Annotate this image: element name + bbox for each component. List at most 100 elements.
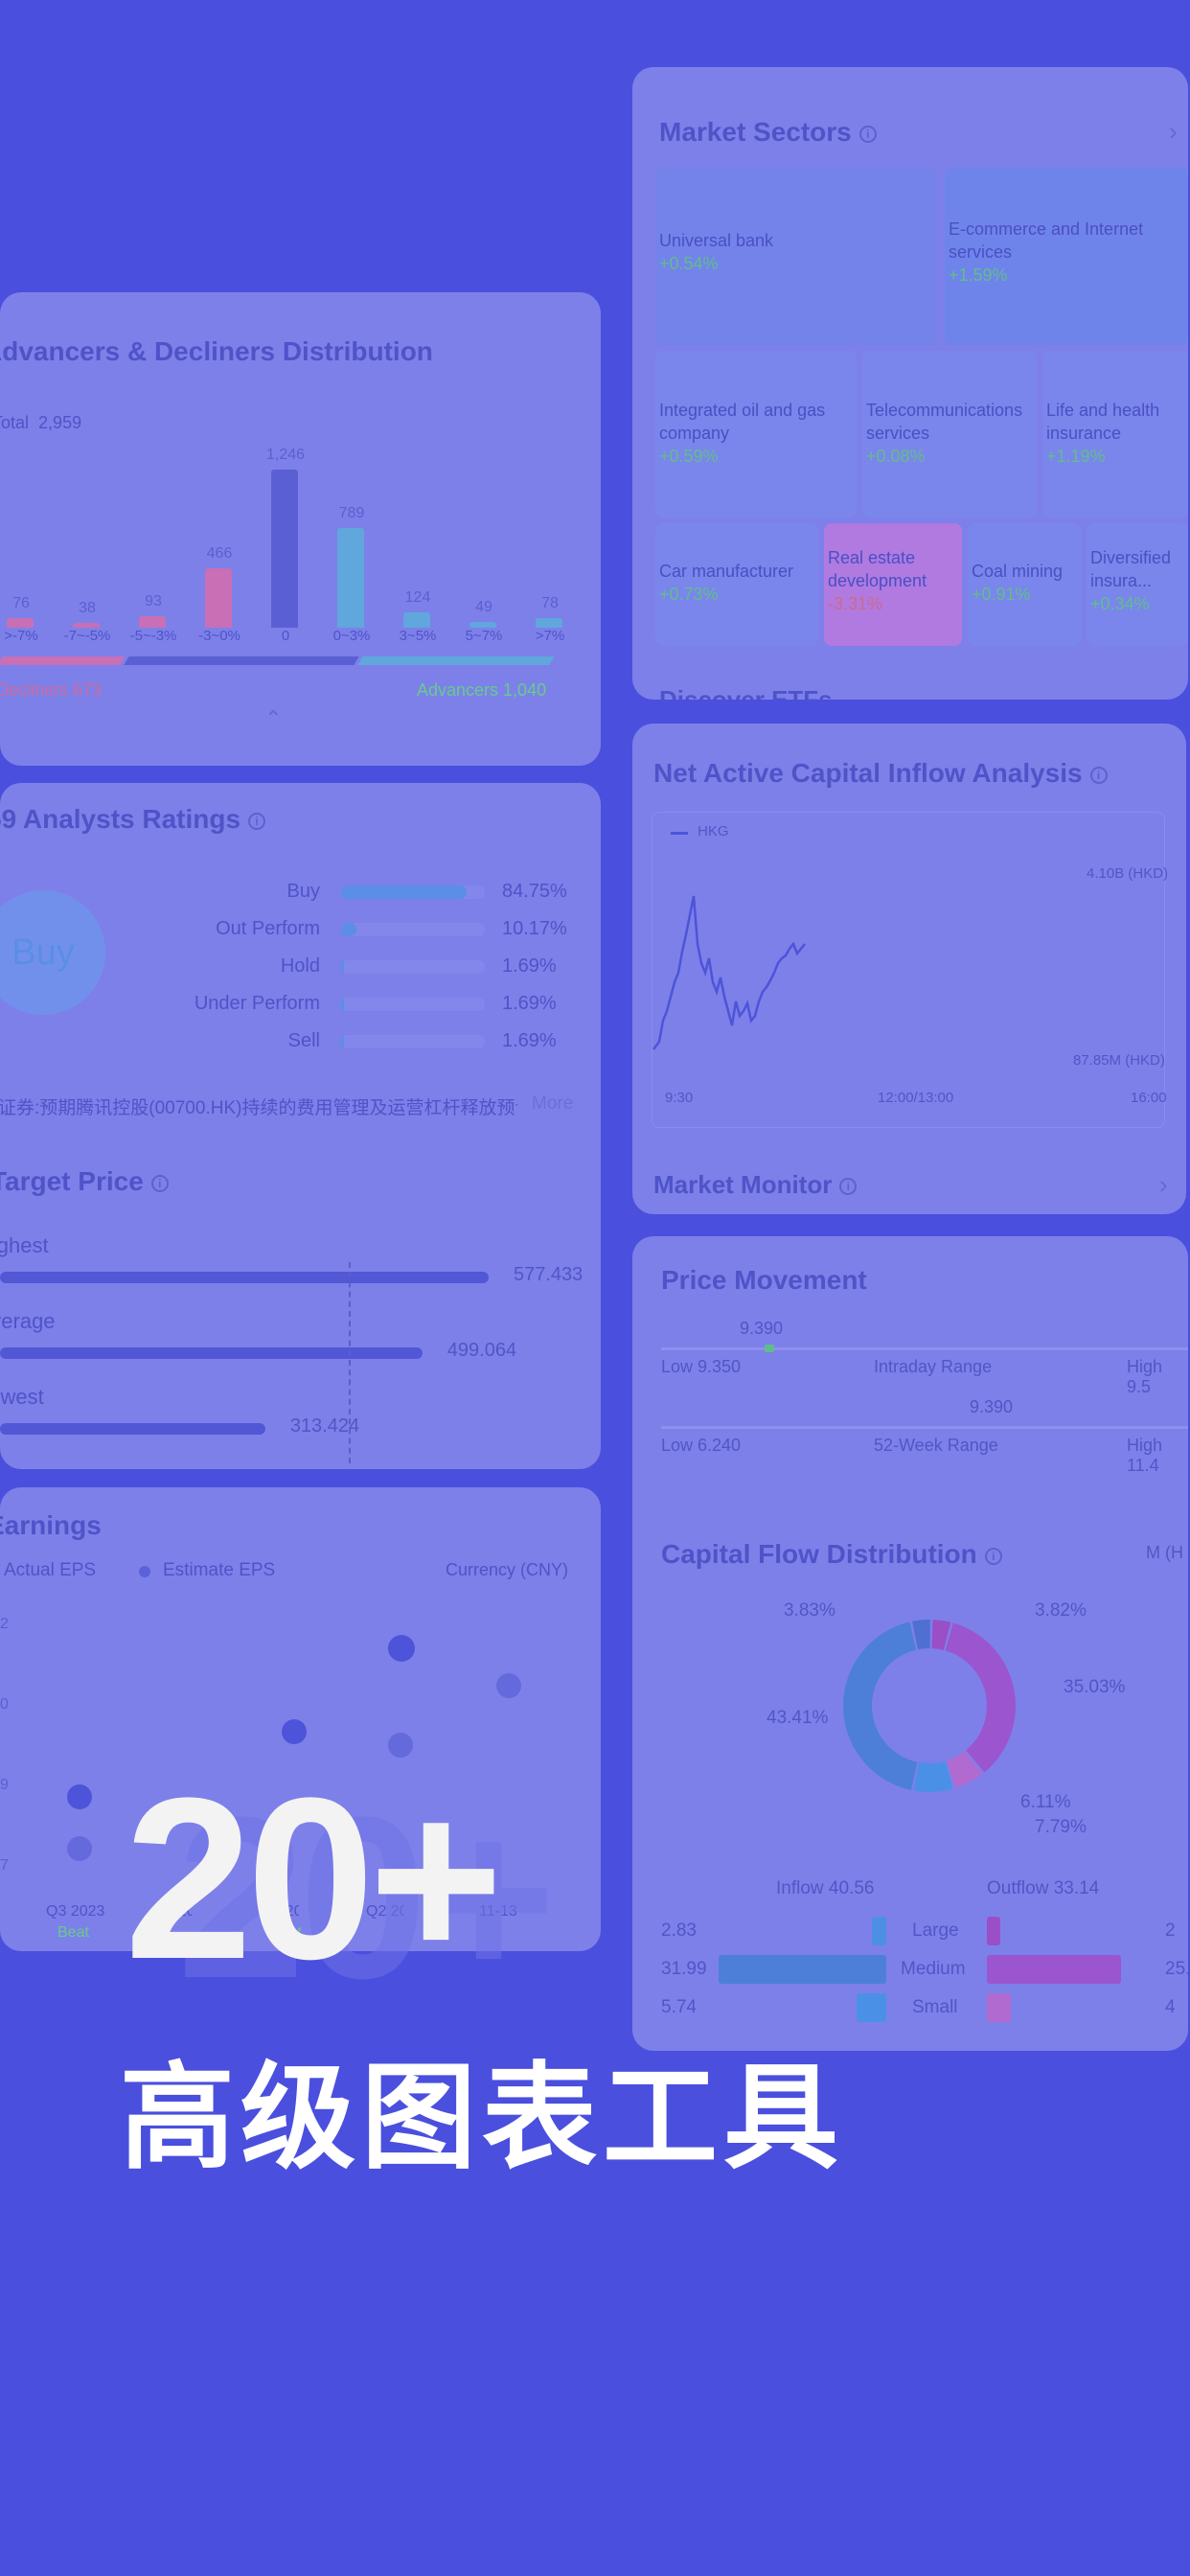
inflow-total: Inflow 40.56 xyxy=(776,1878,875,1898)
week52-label: 52-Week Range xyxy=(874,1436,998,1455)
sector-name: Car manufacturer xyxy=(659,562,794,581)
ratings-title-text: 59 Analysts Ratings xyxy=(0,804,241,834)
flow-outflow-bar xyxy=(987,1955,1121,1984)
y-tick: 9 xyxy=(0,1777,9,1793)
time-end: 16:00 xyxy=(1131,1090,1167,1106)
x-label: Q2 2024 xyxy=(366,1903,404,1920)
slice-label: 7.79% xyxy=(1035,1817,1087,1837)
info-icon[interactable]: i xyxy=(150,1174,169,1192)
net-inflow-title: Net Active Capital Inflow Analysis i xyxy=(653,758,1108,789)
slice-label: 6.11% xyxy=(1020,1792,1071,1812)
capital-flow-title: Capital Flow Distribution i xyxy=(661,1539,1002,1570)
bar-category-label: -3~0% xyxy=(198,628,240,644)
distribution-bar xyxy=(205,568,232,628)
target-label: Average xyxy=(0,1309,56,1333)
rating-track xyxy=(341,960,485,974)
sector-change: +1.19% xyxy=(1046,447,1106,466)
donut-slice xyxy=(945,1622,1016,1773)
info-icon[interactable]: i xyxy=(984,1547,1002,1565)
intraday-label: Intraday Range xyxy=(874,1357,993,1376)
rating-badge: Buy xyxy=(0,890,105,1015)
sector-change: +0.73% xyxy=(659,585,719,604)
x-label: Q1 2024 xyxy=(261,1903,299,1920)
donut-slice xyxy=(912,1620,930,1650)
advancers-label: Advancers 1,040 xyxy=(417,680,547,700)
sector-tile[interactable]: Universal bank +0.54% xyxy=(655,168,937,345)
inflow-legend: HKG xyxy=(698,823,729,840)
rating-label: Hold xyxy=(280,955,320,977)
distribution-bar xyxy=(73,622,100,628)
flow-size-label: Large xyxy=(912,1920,959,1941)
rating-pct: 84.75% xyxy=(502,881,567,902)
sector-tile[interactable]: Integrated oil and gas company +0.59% xyxy=(655,351,857,518)
price-capital-card: Price Movement 9.390 Low 9.350 Intraday … xyxy=(632,1236,1188,2051)
bar-value-label: 466 xyxy=(206,545,233,563)
sector-tile[interactable]: Diversified insura... +0.34% xyxy=(1087,523,1188,646)
price-movement-title: Price Movement xyxy=(661,1265,867,1295)
distribution-title: Advancers & Decliners Distribution xyxy=(0,336,433,366)
net-inflow-card: Net Active Capital Inflow Analysis i HKG … xyxy=(632,724,1186,1214)
distribution-bar xyxy=(7,617,34,628)
donut-slice xyxy=(843,1622,918,1790)
flow-inflow-bar xyxy=(871,1917,886,1945)
x-sublabel: Beat xyxy=(270,1924,302,1941)
sector-tile[interactable]: Life and health insurance +1.19% xyxy=(1042,351,1188,518)
distribution-bar xyxy=(469,621,496,628)
intraday-marker xyxy=(765,1345,774,1352)
bar-value-label: 38 xyxy=(79,599,96,616)
rating-label: Out Perform xyxy=(216,918,320,939)
ratings-news[interactable]: 美银证券:预期腾讯控股(00700.HK)持续的费用管理及运营杠杆释放预计腾讯 xyxy=(0,1098,517,1118)
capital-flow-unit: M (H xyxy=(1146,1543,1183,1562)
sector-change: +0.91% xyxy=(972,585,1031,604)
bar-category-label: -7~-5% xyxy=(63,628,111,644)
sector-name: Universal bank xyxy=(659,231,774,250)
target-price-title-text: Target Price xyxy=(0,1166,144,1196)
bar-value-label: 1,246 xyxy=(265,447,306,463)
capital-flow-donut xyxy=(843,1620,1016,1792)
distribution-bars: 76 38 93 466 1,246 789 124 49 78 xyxy=(0,436,601,628)
distribution-categories: >-7% -7~-5% -5~-3% -3~0% 0 0~3% 3~5% 5~7% >7% xyxy=(0,626,601,649)
eps-estimate-dot xyxy=(388,1733,413,1758)
earnings-legend-actual: Actual EPS xyxy=(4,1560,97,1580)
chevron-right-icon[interactable]: › xyxy=(1159,1170,1168,1199)
rating-pct: 1.69% xyxy=(502,1030,557,1051)
sector-tile[interactable]: Telecommunications services +0.08% xyxy=(862,351,1037,518)
market-sectors-title: Market Sectors i xyxy=(659,117,877,148)
target-bar xyxy=(0,1272,489,1283)
info-icon[interactable]: i xyxy=(1089,766,1108,784)
discover-etfs-title: Discover ETFs xyxy=(659,685,833,700)
chevron-right-icon[interactable]: › xyxy=(1169,117,1178,146)
sector-tile[interactable]: Car manufacturer +0.73% xyxy=(655,523,818,646)
rating-fill xyxy=(341,998,344,1011)
more-link[interactable]: More xyxy=(532,1093,574,1114)
flow-outflow-value: 2 xyxy=(1165,1920,1176,1941)
y-tick: 2 xyxy=(0,1616,9,1632)
intraday-low: Low 9.350 xyxy=(661,1357,742,1376)
sector-tile[interactable]: Coal mining +0.91% xyxy=(968,523,1081,646)
total-label: Total xyxy=(0,413,30,432)
rating-fill xyxy=(341,1035,344,1048)
rating-track xyxy=(341,1035,485,1048)
bar-category-label: >-7% xyxy=(4,628,38,644)
inflow-min: 87.85M (HKD) xyxy=(1073,1052,1165,1069)
info-icon[interactable]: i xyxy=(839,1178,858,1196)
flow-outflow-value: 25. xyxy=(1165,1959,1188,1979)
bar-value-label: 789 xyxy=(338,504,365,521)
sector-change: +1.59% xyxy=(949,265,1008,285)
sector-name: Coal mining xyxy=(972,562,1064,581)
rating-track xyxy=(341,998,485,1011)
info-icon[interactable]: i xyxy=(248,812,266,830)
flow-size-label: Medium xyxy=(901,1959,966,1979)
info-icon[interactable]: i xyxy=(858,125,877,143)
sector-tile[interactable]: E-commerce and Internet services +1.59% xyxy=(945,168,1188,345)
chevron-up-icon[interactable]: ⌃ xyxy=(264,706,283,730)
ratings-title: 59 Analysts Ratings i xyxy=(0,804,266,835)
x-label: Q3 2023 xyxy=(46,1903,105,1920)
earnings-legend-estimate: Estimate EPS xyxy=(163,1560,276,1580)
sector-name: Real estate development xyxy=(828,548,927,590)
flow-outflow-bar xyxy=(987,1993,1012,2022)
capital-flow-title-text: Capital Flow Distribution xyxy=(661,1539,977,1569)
sector-change: -3.31% xyxy=(828,594,883,613)
sector-tile[interactable]: Real estate development -3.31% xyxy=(824,523,962,646)
flow-outflow-bar xyxy=(987,1917,1000,1945)
